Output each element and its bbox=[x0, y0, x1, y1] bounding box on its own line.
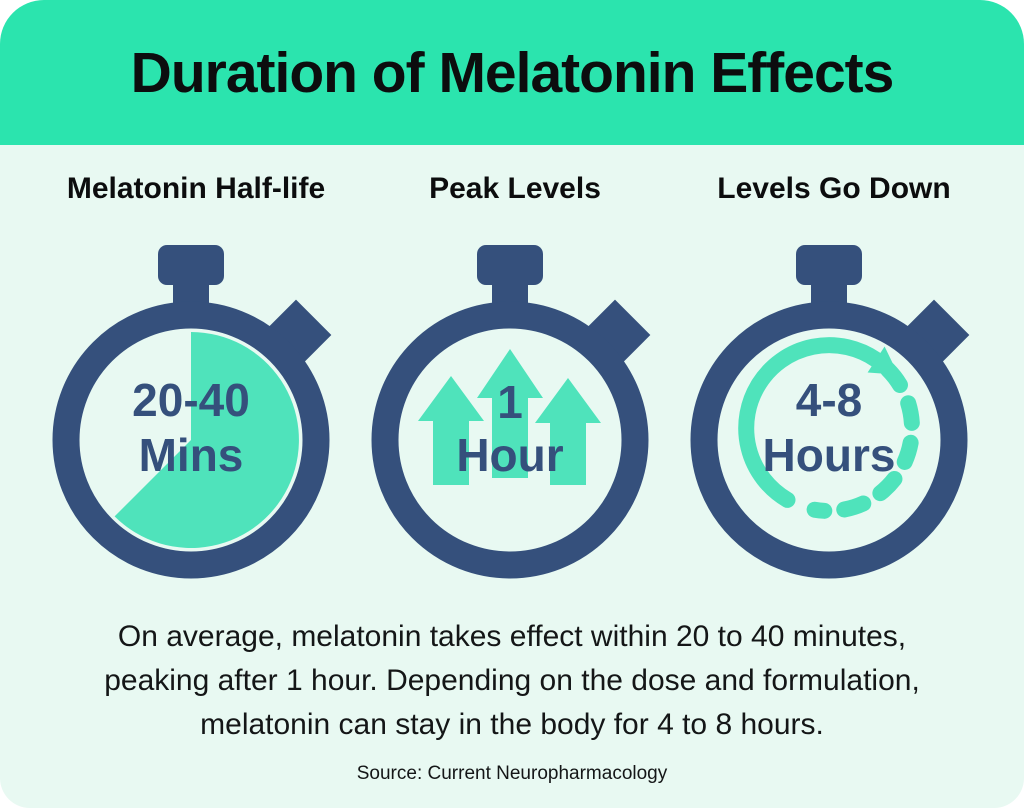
up-arrow-left bbox=[418, 376, 484, 485]
circular-arrow-solid-arc bbox=[738, 337, 885, 508]
value-line2: Hours bbox=[763, 429, 896, 481]
up-arrow-middle bbox=[477, 349, 543, 478]
circular-arrow-head bbox=[867, 346, 899, 375]
value-line1: 4-8 bbox=[796, 374, 862, 426]
stopwatch-crown-stem bbox=[811, 279, 847, 305]
column-peak-levels: Peak Levels 1 Hour bbox=[365, 169, 665, 585]
description-line: melatonin can stay in the body for 4 to … bbox=[200, 708, 824, 741]
up-arrow-right bbox=[535, 378, 601, 485]
header-band: Duration of Melatonin Effects bbox=[0, 0, 1024, 145]
column-heading: Melatonin Half-life bbox=[66, 172, 326, 205]
stopwatch-crown-cap bbox=[158, 245, 224, 285]
column-levels-go-down: Levels Go Down 4-8 Hours bbox=[684, 169, 984, 585]
circular-arrow-icon bbox=[738, 337, 920, 519]
stopwatch-crown-stem bbox=[173, 279, 209, 305]
stopwatch-circular-arrow-icon: 4-8 Hours bbox=[690, 245, 970, 579]
value-line1: 20-40 bbox=[132, 374, 250, 426]
column-melatonin-half-life: Melatonin Half-life 20-40 Mins bbox=[46, 169, 346, 585]
value-line1: 1 bbox=[497, 376, 523, 428]
description-line: peaking after 1 hour. Depending on the d… bbox=[104, 664, 920, 697]
stopwatch-up-arrows-icon: 1 Hour bbox=[371, 245, 651, 579]
source-citation: Source: Current Neuropharmacology bbox=[356, 763, 668, 784]
description-line: On average, melatonin takes effect withi… bbox=[117, 620, 907, 653]
circular-arrow-dashed-arc bbox=[806, 361, 920, 519]
page-title: Duration of Melatonin Effects bbox=[130, 40, 895, 105]
description-paragraph: On average, melatonin takes effect withi… bbox=[0, 615, 1024, 747]
value-line2: Mins bbox=[139, 429, 244, 481]
pie-segment-icon bbox=[114, 332, 299, 548]
column-heading: Levels Go Down bbox=[717, 172, 951, 205]
value-line2: Hour bbox=[456, 429, 563, 481]
column-heading: Peak Levels bbox=[429, 172, 601, 205]
stopwatch-columns: Melatonin Half-life 20-40 Mins Peak Leve… bbox=[0, 169, 1024, 585]
stopwatch-crown-cap bbox=[477, 245, 543, 285]
stopwatch-crown-cap bbox=[796, 245, 862, 285]
stopwatch-pie-segment-icon: 20-40 Mins bbox=[52, 245, 332, 579]
up-arrows-icon bbox=[418, 349, 601, 485]
stopwatch-crown-stem bbox=[492, 279, 528, 305]
